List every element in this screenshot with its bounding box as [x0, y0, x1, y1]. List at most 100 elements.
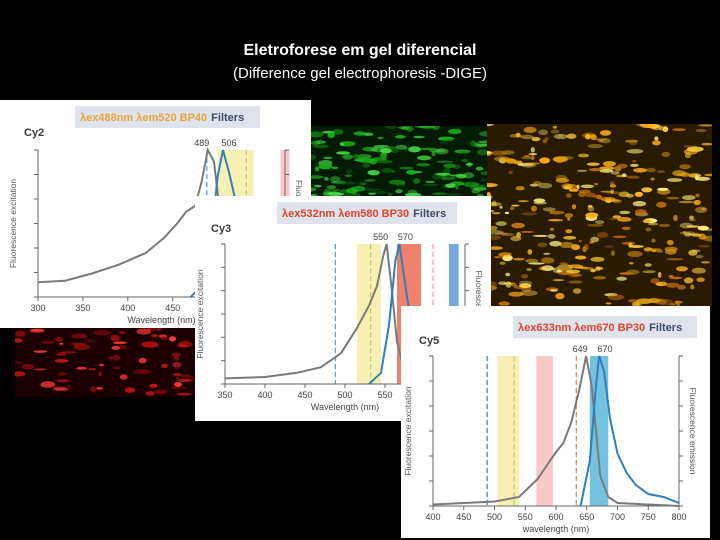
- gel-spot: [523, 126, 537, 133]
- gel-spot: [331, 166, 339, 169]
- gel-spot: [407, 189, 418, 195]
- gel-spot: [682, 231, 686, 234]
- gel-spot: [610, 189, 614, 194]
- gel-spot: [626, 175, 640, 179]
- gel-spot: [553, 133, 568, 140]
- gel-spot: [510, 284, 518, 287]
- gel-spot: [632, 160, 637, 163]
- gel-spot: [431, 126, 440, 130]
- gel-spot: [585, 212, 599, 218]
- gel-spot: [314, 140, 326, 144]
- gel-spot: [174, 382, 183, 387]
- gel-spot: [619, 210, 631, 215]
- gel-spot: [526, 162, 541, 165]
- gel-spot: [531, 155, 535, 161]
- gel-spot: [701, 142, 712, 146]
- gel-spot: [596, 232, 609, 238]
- gel-spot: [549, 240, 562, 247]
- gel-spot: [678, 200, 694, 204]
- gel-spot: [584, 133, 591, 140]
- gel-spot: [550, 129, 560, 134]
- gel-spot: [676, 266, 688, 272]
- gel-spot: [492, 200, 497, 207]
- gel-spot: [495, 221, 507, 226]
- gel-spot: [621, 226, 631, 230]
- gel-spot: [686, 146, 704, 152]
- gel-spot: [472, 142, 488, 148]
- gel-spot: [627, 250, 643, 258]
- gel-spot: [689, 215, 694, 220]
- gel-spot: [408, 146, 421, 153]
- gel-spot: [15, 361, 23, 365]
- x-tick-label: 500: [337, 390, 352, 400]
- gel-spot: [370, 146, 388, 153]
- gel-spot: [521, 212, 537, 216]
- peak-label: 550: [373, 232, 388, 242]
- gel-spot: [628, 242, 633, 248]
- gel-spot: [531, 205, 537, 212]
- gel-spot: [539, 157, 550, 164]
- gel-spot: [458, 150, 470, 154]
- gel-spot: [488, 230, 504, 235]
- gel-spot: [395, 189, 403, 194]
- gel-spot: [40, 381, 56, 388]
- gel-spot: [314, 166, 320, 172]
- gel-spot: [657, 271, 662, 278]
- gel-spot: [679, 222, 693, 229]
- gel-spot: [542, 139, 547, 144]
- gel-spot: [511, 204, 520, 207]
- gel-spot: [177, 378, 192, 383]
- gel-spot: [595, 266, 601, 272]
- gel-spot: [21, 364, 35, 370]
- gel-spot: [432, 174, 442, 180]
- gel-spot: [586, 162, 600, 166]
- gel-spot: [666, 258, 683, 261]
- gel-spot: [645, 227, 652, 232]
- gel-spot: [644, 263, 652, 267]
- gel-spot: [479, 131, 488, 137]
- gel-spot: [677, 284, 686, 290]
- slide-subtitle: (Difference gel electrophoresis -DIGE): [233, 65, 487, 82]
- gel-spot: [141, 341, 159, 348]
- gel-spot: [634, 191, 644, 197]
- gel-spot: [538, 129, 548, 136]
- gel-spot: [363, 132, 374, 136]
- gel-spot: [399, 166, 414, 170]
- gel-spot: [172, 361, 182, 368]
- x-tick-label: 550: [518, 512, 533, 522]
- gel-spot: [643, 247, 653, 252]
- gel-spot: [53, 387, 69, 391]
- gel-spot: [526, 268, 532, 271]
- gel-spot: [548, 219, 564, 222]
- gel-spot: [362, 163, 370, 168]
- gel-spot: [698, 244, 710, 248]
- x-tick-label: 450: [165, 303, 180, 313]
- gel-spot: [124, 387, 135, 393]
- x-tick-label: 800: [671, 512, 686, 522]
- gel-spot: [512, 257, 525, 261]
- gel-spot: [690, 284, 695, 290]
- gel-spot: [327, 132, 335, 139]
- gel-spot: [556, 269, 563, 273]
- gel-spot: [648, 222, 659, 226]
- gel-spot: [487, 124, 494, 127]
- gel-spot: [517, 200, 529, 203]
- gel-spot: [138, 357, 147, 364]
- gel-spot: [612, 215, 622, 219]
- filter-band: [357, 244, 381, 384]
- gel-spot: [651, 238, 656, 243]
- gel-spot: [587, 223, 604, 227]
- gel-spot: [169, 386, 187, 389]
- gel-spot: [470, 141, 477, 147]
- dye-name: Cy2: [24, 127, 44, 139]
- x-tick-label: 700: [610, 512, 625, 522]
- gel-spot: [589, 168, 602, 172]
- gel-spot: [469, 184, 486, 191]
- gel-spot: [690, 233, 702, 237]
- gel-spot: [385, 126, 397, 130]
- gel-spot: [344, 174, 353, 177]
- gel-spot: [176, 392, 192, 396]
- gel-spot: [674, 300, 680, 305]
- gel-spot: [324, 177, 329, 181]
- gel-spot: [462, 181, 479, 187]
